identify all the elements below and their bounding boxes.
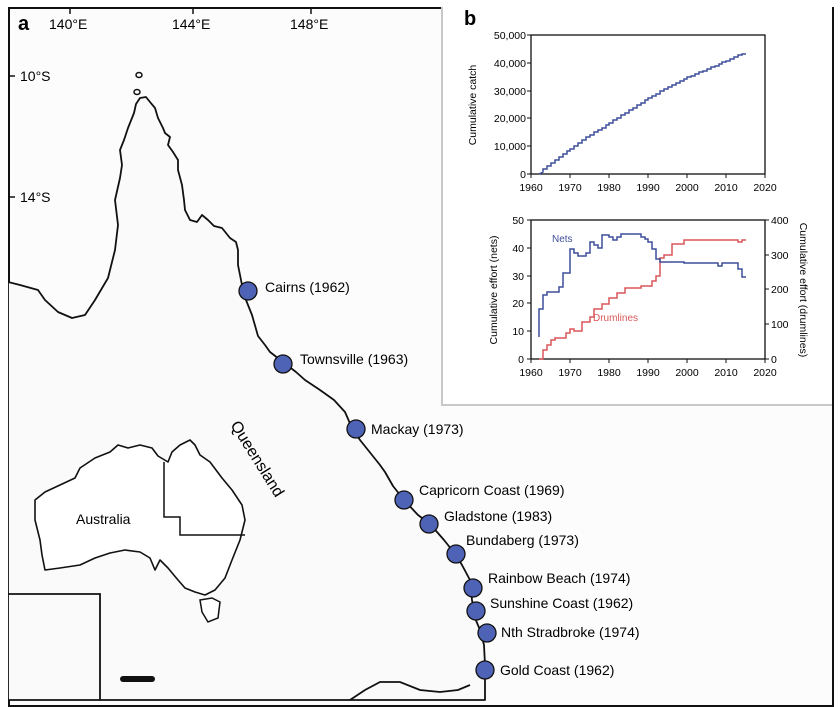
svg-text:Capricorn Coast (1969): Capricorn Coast (1969): [419, 482, 565, 498]
svg-text:1990: 1990: [636, 182, 660, 194]
svg-text:1990: 1990: [636, 367, 660, 379]
svg-text:1960: 1960: [519, 367, 543, 379]
map-panel-a: a 140°E 144°E 148°E 10°S 14°S 18°S 22°S …: [8, 7, 640, 701]
drumlines-series: [539, 239, 746, 360]
svg-text:40: 40: [512, 243, 524, 255]
svg-text:Rainbow Beach (1974): Rainbow Beach (1974): [488, 570, 630, 586]
panel-a-label: a: [18, 13, 30, 35]
qld-border-inset: [163, 462, 245, 536]
scale-bar: [120, 676, 155, 682]
lon-tick-148: 148°E: [290, 16, 328, 32]
catch-series: [538, 53, 746, 175]
australia-inset-outline: [34, 439, 246, 596]
svg-text:400: 400: [771, 215, 789, 227]
svg-text:Nth Stradbroke (1974): Nth Stradbroke (1974): [501, 624, 640, 640]
nets-legend-label: Nets: [552, 234, 573, 245]
svg-text:1980: 1980: [597, 182, 621, 194]
svg-text:Sunshine Coast (1962): Sunshine Coast (1962): [490, 595, 633, 611]
island: [133, 88, 141, 96]
island: [135, 71, 143, 79]
svg-text:20,000: 20,000: [494, 113, 526, 125]
svg-text:0: 0: [520, 169, 526, 181]
svg-text:2000: 2000: [675, 182, 699, 194]
svg-text:Gladstone (1983): Gladstone (1983): [444, 508, 552, 524]
svg-text:50: 50: [512, 215, 524, 227]
svg-text:1980: 1980: [597, 367, 621, 379]
svg-text:Bundaberg (1973): Bundaberg (1973): [466, 532, 579, 548]
svg-text:1960: 1960: [519, 182, 543, 194]
svg-text:Mackay (1973): Mackay (1973): [371, 421, 464, 437]
lat-tick-10s: 10°S: [20, 68, 51, 84]
svg-text:2020: 2020: [753, 367, 777, 379]
svg-text:50,000: 50,000: [494, 30, 526, 42]
svg-text:Cairns (1962): Cairns (1962): [265, 279, 350, 295]
site-mackay[interactable]: Mackay (1973): [346, 419, 464, 439]
svg-text:2010: 2010: [714, 367, 738, 379]
svg-text:30: 30: [512, 271, 524, 283]
svg-text:Townsville (1963): Townsville (1963): [300, 351, 408, 367]
site-nth-stradbroke[interactable]: Nth Stradbroke (1974): [477, 623, 640, 643]
bottom-chart-ylabel-left: Cumulative effort (nets): [488, 236, 500, 345]
lon-tick-140: 140°E: [49, 16, 87, 32]
cumulative-effort-chart: 0 10 20 30 40 50 0 100 200 300 400: [488, 215, 809, 379]
state-border: [349, 681, 471, 701]
site-markers: Cairns (1962) Townsville (1963) Mackay (…: [238, 279, 640, 680]
svg-text:200: 200: [771, 284, 789, 296]
chart-panel-b: b 0 10,000 20,000 30,000 40,000 50,000 1…: [441, 7, 832, 406]
site-gladstone[interactable]: Gladstone (1983): [419, 508, 552, 534]
svg-text:2020: 2020: [753, 182, 777, 194]
top-chart-ylabel: Cumulative catch: [467, 65, 479, 146]
svg-text:300: 300: [771, 250, 789, 262]
tasmania: [199, 597, 221, 623]
svg-text:40,000: 40,000: [494, 58, 526, 70]
site-capricorn-coast[interactable]: Capricorn Coast (1969): [394, 482, 565, 510]
svg-text:10,000: 10,000: [494, 141, 526, 153]
site-rainbow-beach[interactable]: Rainbow Beach (1974): [463, 570, 630, 598]
site-bundaberg[interactable]: Bundaberg (1973): [446, 532, 579, 564]
svg-text:1970: 1970: [558, 367, 582, 379]
panel-b-label: b: [464, 8, 476, 30]
nets-series: [538, 233, 746, 337]
drumlines-legend-label: Drumlines: [593, 313, 638, 324]
svg-text:Gold Coast (1962): Gold Coast (1962): [500, 662, 614, 678]
svg-text:2000: 2000: [675, 367, 699, 379]
svg-text:100: 100: [771, 319, 789, 331]
svg-text:0: 0: [518, 354, 524, 366]
svg-text:10: 10: [512, 326, 524, 338]
site-cairns[interactable]: Cairns (1962): [238, 279, 350, 301]
lon-tick-144: 144°E: [172, 16, 210, 32]
lat-tick-14s: 14°S: [20, 189, 51, 205]
svg-text:20: 20: [512, 298, 524, 310]
svg-text:2010: 2010: [714, 182, 738, 194]
inset-label-australia: Australia: [76, 511, 131, 527]
site-townsville[interactable]: Townsville (1963): [273, 351, 408, 374]
lon-ticks: 140°E 144°E 148°E: [49, 7, 328, 32]
svg-text:1970: 1970: [558, 182, 582, 194]
bottom-chart-ylabel-right: Cumulative effort (drumlines): [797, 223, 809, 358]
svg-text:0: 0: [771, 354, 777, 366]
queensland-coastline: [8, 96, 486, 701]
inset-frame: [8, 593, 101, 700]
site-gold-coast[interactable]: Gold Coast (1962): [475, 660, 614, 680]
cumulative-catch-chart: 0 10,000 20,000 30,000 40,000 50,000 196…: [467, 30, 777, 194]
site-sunshine-coast[interactable]: Sunshine Coast (1962): [466, 595, 633, 621]
svg-text:30,000: 30,000: [494, 86, 526, 98]
